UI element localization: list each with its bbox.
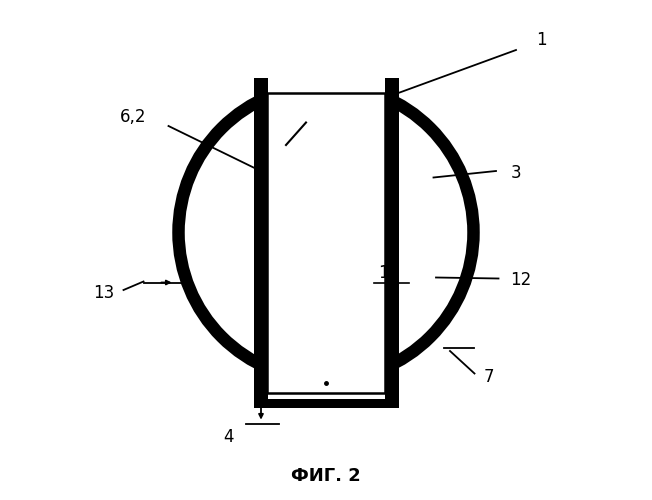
Text: 7: 7 [483, 368, 494, 386]
Bar [254, 78, 398, 407]
Text: 4: 4 [223, 428, 234, 446]
Bar [267, 92, 385, 393]
Text: 12: 12 [511, 271, 531, 289]
Text: 14: 14 [378, 264, 399, 281]
Text: 13: 13 [93, 284, 114, 302]
Text: 6,2: 6,2 [120, 108, 147, 126]
Text: 3: 3 [511, 164, 522, 182]
Text: ФИГ. 2: ФИГ. 2 [291, 467, 361, 485]
Bar [267, 78, 385, 399]
Text: 1: 1 [536, 31, 546, 49]
